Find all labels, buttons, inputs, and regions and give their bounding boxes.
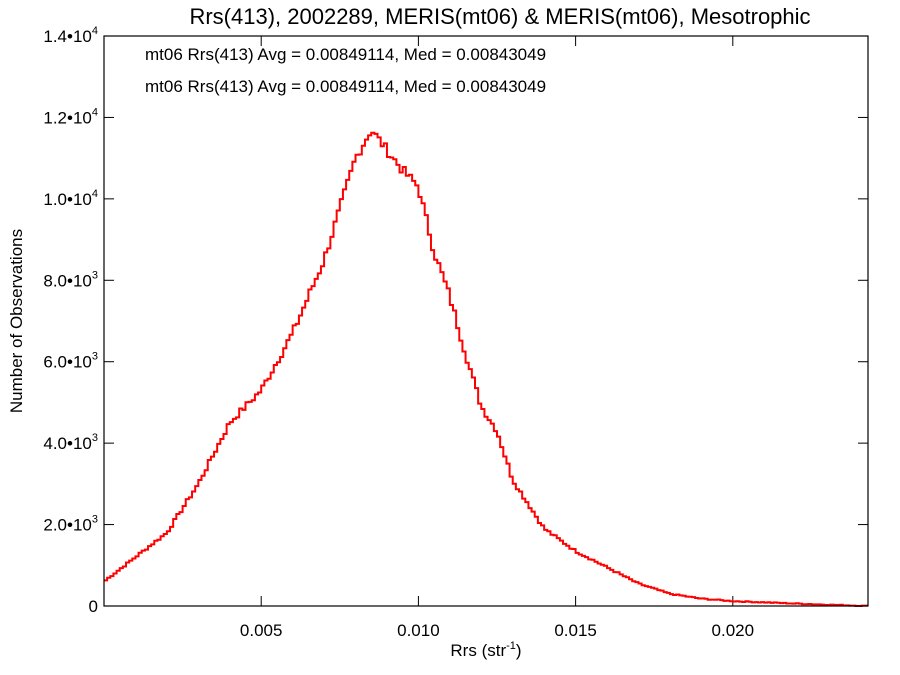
x-tick-label: 0.005 bbox=[240, 621, 283, 640]
legend-entry-red: mt06 Rrs(413) Avg = 0.00849114, Med = 0.… bbox=[145, 77, 546, 96]
x-tick-label: 0.010 bbox=[397, 621, 440, 640]
y-tick-label: 2.0•103 bbox=[43, 514, 98, 535]
legend: mt06 Rrs(413) Avg = 0.00849114, Med = 0.… bbox=[145, 45, 546, 96]
y-axis-ticks: 0 2.0•103 4.0•103 6.0•103 8.0•103 1.0•104 1.2•… bbox=[43, 25, 868, 616]
x-axis-label: Rrs (str-1) bbox=[450, 640, 521, 660]
legend-entry-black: mt06 Rrs(413) Avg = 0.00849114, Med = 0.… bbox=[145, 45, 546, 64]
y-tick-label: 8.0•103 bbox=[43, 269, 98, 290]
x-tick-label: 0.015 bbox=[554, 621, 597, 640]
histogram-series bbox=[104, 131, 868, 607]
y-tick-label: 1.0•104 bbox=[43, 188, 98, 209]
y-tick-label: 1.4•104 bbox=[43, 25, 98, 46]
plot-frame bbox=[103, 35, 869, 607]
x-tick-label: 0.020 bbox=[712, 621, 755, 640]
y-tick-label: 0 bbox=[89, 597, 98, 616]
y-tick-label: 6.0•103 bbox=[43, 351, 98, 372]
y-tick-label: 1.2•104 bbox=[43, 106, 98, 127]
y-tick-label: 4.0•103 bbox=[43, 432, 98, 453]
y-axis-label: Number of Observations bbox=[7, 229, 26, 413]
x-axis-ticks: 0.005 0.010 0.015 0.020 bbox=[240, 36, 754, 640]
chart-title: Rrs(413), 2002289, MERIS(mt06) & MERIS(m… bbox=[189, 4, 810, 29]
